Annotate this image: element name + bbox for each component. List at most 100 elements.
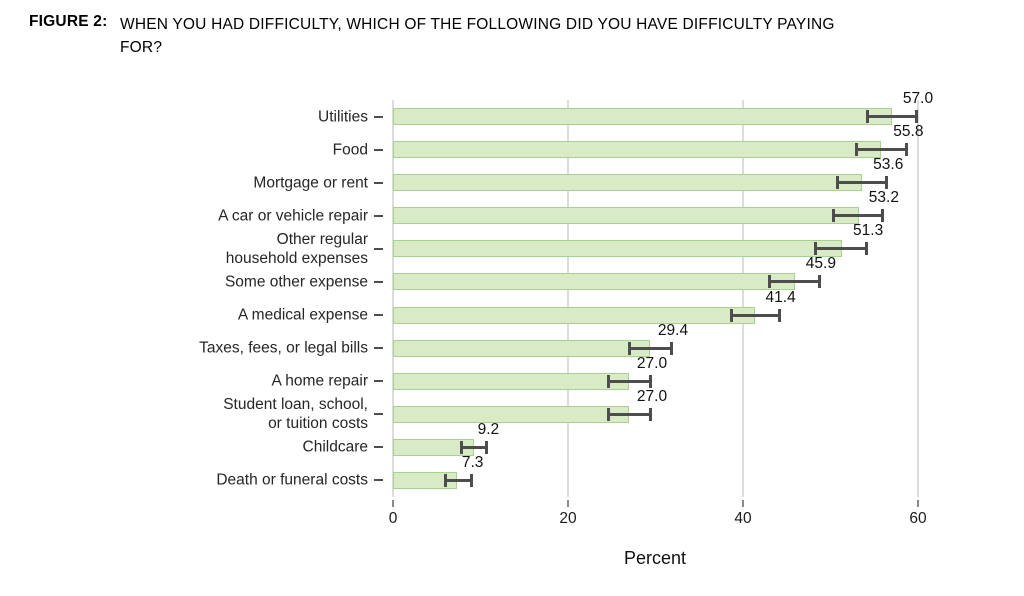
- category-label: Taxes, fees, or legal bills: [199, 339, 368, 357]
- x-tick-label-0: 0: [388, 510, 398, 527]
- error-bar: [855, 143, 909, 157]
- error-bar-cap-right: [915, 110, 918, 124]
- category-label: Student loan, school, or tuition costs: [223, 396, 368, 433]
- category-label: A car or vehicle repair: [218, 207, 368, 225]
- error-bar-cap-right: [905, 143, 909, 157]
- error-bar-cap-left: [443, 473, 447, 487]
- error-bar-cap-left: [832, 209, 836, 223]
- value-label: 53.6: [873, 156, 904, 174]
- bar: [393, 141, 882, 159]
- x-tick-label-40: 40: [734, 510, 752, 527]
- error-bar: [729, 308, 781, 322]
- error-bar: [460, 440, 489, 454]
- error-bar: [627, 341, 673, 355]
- error-bar-cap-left: [767, 275, 771, 289]
- x-tick-60: [917, 500, 919, 507]
- y-tick: [374, 247, 383, 250]
- error-bar-cap-right: [485, 440, 489, 454]
- y-tick: [374, 380, 383, 383]
- value-label: 27.0: [636, 354, 668, 372]
- value-label: 27.0: [636, 387, 668, 405]
- error-bar-cap-right: [865, 242, 869, 256]
- error-bar: [813, 242, 869, 256]
- x-tick-40: [742, 500, 744, 507]
- bar: [393, 306, 756, 324]
- error-bar-cap-right: [670, 341, 673, 355]
- value-label: 57.0: [902, 90, 934, 108]
- bar: [393, 108, 892, 126]
- bar: [393, 240, 842, 258]
- value-label: 7.3: [461, 453, 484, 471]
- error-bar: [767, 275, 821, 289]
- gridline-20: [567, 100, 569, 497]
- y-tick: [374, 115, 383, 118]
- value-label: 29.4: [657, 321, 689, 339]
- x-tick-0: [392, 500, 394, 507]
- error-bar-cap-right: [649, 407, 652, 421]
- gridline-0: [392, 100, 394, 497]
- value-label: 45.9: [805, 255, 836, 273]
- value-label: 55.8: [893, 123, 924, 141]
- x-tick-20: [567, 500, 569, 507]
- error-bar-cap-left: [835, 176, 839, 190]
- error-bar-cap-left: [607, 374, 611, 388]
- y-tick: [374, 181, 383, 184]
- gridline-60: [917, 100, 919, 497]
- error-bar-cap-right: [885, 176, 889, 190]
- bar: [393, 405, 630, 423]
- error-bar-cap-left: [460, 440, 464, 454]
- value-label: 51.3: [853, 222, 884, 240]
- category-label: A home repair: [271, 372, 369, 390]
- x-tick-label-20: 20: [559, 510, 577, 527]
- error-bar-cap-left: [813, 242, 817, 256]
- error-bar-cap-right: [817, 275, 821, 289]
- value-label: 41.4: [765, 288, 796, 306]
- error-bar: [835, 176, 889, 190]
- error-bar: [443, 473, 473, 487]
- plot-area: 0 20 40 60 57.0 55.8 53.6 53.2 51.3 45.9 41.4 29.4 2…: [389, 90, 933, 527]
- x-axis-label: Percent: [623, 548, 687, 568]
- y-tick: [374, 413, 383, 416]
- y-tick: [374, 446, 383, 449]
- error-bar-cap-left: [729, 308, 733, 322]
- bar: [393, 339, 651, 357]
- category-label: Childcare: [302, 438, 368, 456]
- figure-title-row: FIGURE 2: WHEN YOU HAD DIFFICULTY, WHICH…: [29, 13, 1008, 59]
- category-label: Mortgage or rent: [253, 174, 368, 192]
- error-bar-cap-right: [880, 209, 884, 223]
- error-bar-cap-left: [627, 341, 631, 355]
- error-bar-cap-left: [607, 407, 611, 421]
- error-bar-cap-right: [649, 374, 652, 388]
- category-label: Death or funeral costs: [216, 471, 368, 489]
- gridline-40: [742, 100, 744, 497]
- y-tick: [374, 347, 383, 350]
- error-bar-cap-right: [469, 473, 473, 487]
- category-label: Other regular household expenses: [225, 230, 368, 267]
- error-bar-cap-left: [855, 143, 858, 157]
- category-label: Food: [332, 141, 368, 159]
- error-bar: [865, 110, 918, 124]
- error-bar: [607, 407, 652, 421]
- y-tick: [374, 148, 383, 151]
- category-label: Utilities: [318, 108, 368, 126]
- y-tick: [374, 214, 383, 217]
- bar: [393, 207, 859, 225]
- error-bar-cap-right: [777, 308, 781, 322]
- value-label: 9.2: [477, 420, 500, 438]
- y-tick: [374, 280, 383, 283]
- y-tick: [374, 479, 383, 482]
- bar: [393, 372, 630, 390]
- bar: [393, 174, 862, 192]
- figure-number-label: FIGURE 2:: [29, 13, 108, 30]
- value-label: 53.2: [868, 189, 899, 207]
- category-label: A medical expense: [237, 306, 368, 324]
- bar: [393, 273, 795, 291]
- error-bar: [607, 374, 652, 388]
- error-bar: [832, 209, 884, 223]
- x-tick-label-60: 60: [909, 510, 927, 527]
- category-label: Some other expense: [224, 273, 368, 291]
- error-bar-cap-left: [865, 110, 869, 124]
- figure-title: WHEN YOU HAD DIFFICULTY, WHICH OF THE FO…: [120, 16, 835, 56]
